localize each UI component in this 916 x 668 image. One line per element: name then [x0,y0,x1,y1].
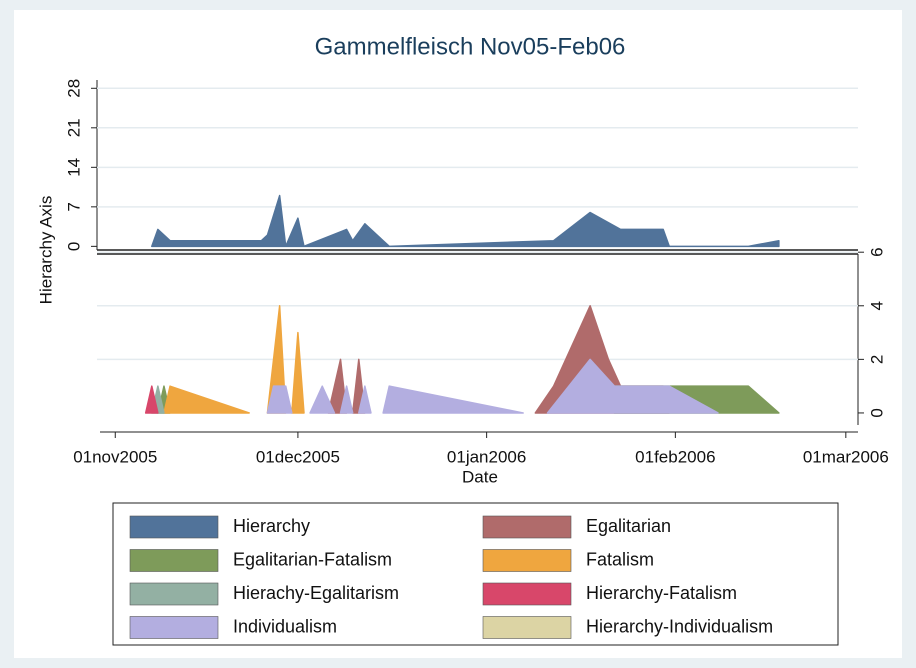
x-tick-label: 01nov2005 [73,447,157,466]
y-tick-label: 6 [867,247,886,256]
y-tick-label: 2 [867,355,886,364]
legend-swatch [482,515,572,539]
x-tick-label: 01jan2006 [447,447,526,466]
y-tick-label: 28 [64,79,83,98]
y-tick-label: 4 [867,301,886,310]
y-axis-label: Hierarchy Axis [36,196,55,305]
legend-swatch [129,616,219,639]
legend-swatch [129,515,219,539]
legend-label: Hierarchy-Individualism [586,616,773,636]
legend-box [112,502,839,646]
legend-label: Hierarchy-Fatalism [586,583,737,603]
x-axis-label: Date [462,467,498,486]
legend-swatch [129,582,219,606]
chart-title: Gammelfleisch Nov05-Feb06 [315,33,626,60]
area [151,194,780,248]
y-tick-label: 7 [64,202,83,211]
y-tick-label: 0 [64,242,83,251]
y-tick-label: 21 [64,118,83,137]
area [266,358,719,414]
y-tick-label: 0 [867,408,886,417]
legend-label: Hierachy-Egalitarism [233,583,399,603]
legend-label: Fatalism [586,549,654,569]
legend-label: Egalitarian-Fatalism [233,549,392,569]
x-tick-label: 01feb2006 [635,447,715,466]
legend-swatch [129,549,219,572]
x-tick-label: 01mar2006 [803,447,889,466]
legend-swatch [482,549,572,572]
x-tick-label: 01dec2005 [256,447,340,466]
area [144,385,159,414]
legend-label: Individualism [233,616,337,636]
y-tick-label: 14 [64,158,83,177]
legend-swatch [482,582,572,606]
legend-label: Hierarchy [233,516,310,536]
legend-swatch [482,616,572,639]
legend-label: Egalitarian [586,516,671,536]
area [163,305,305,414]
